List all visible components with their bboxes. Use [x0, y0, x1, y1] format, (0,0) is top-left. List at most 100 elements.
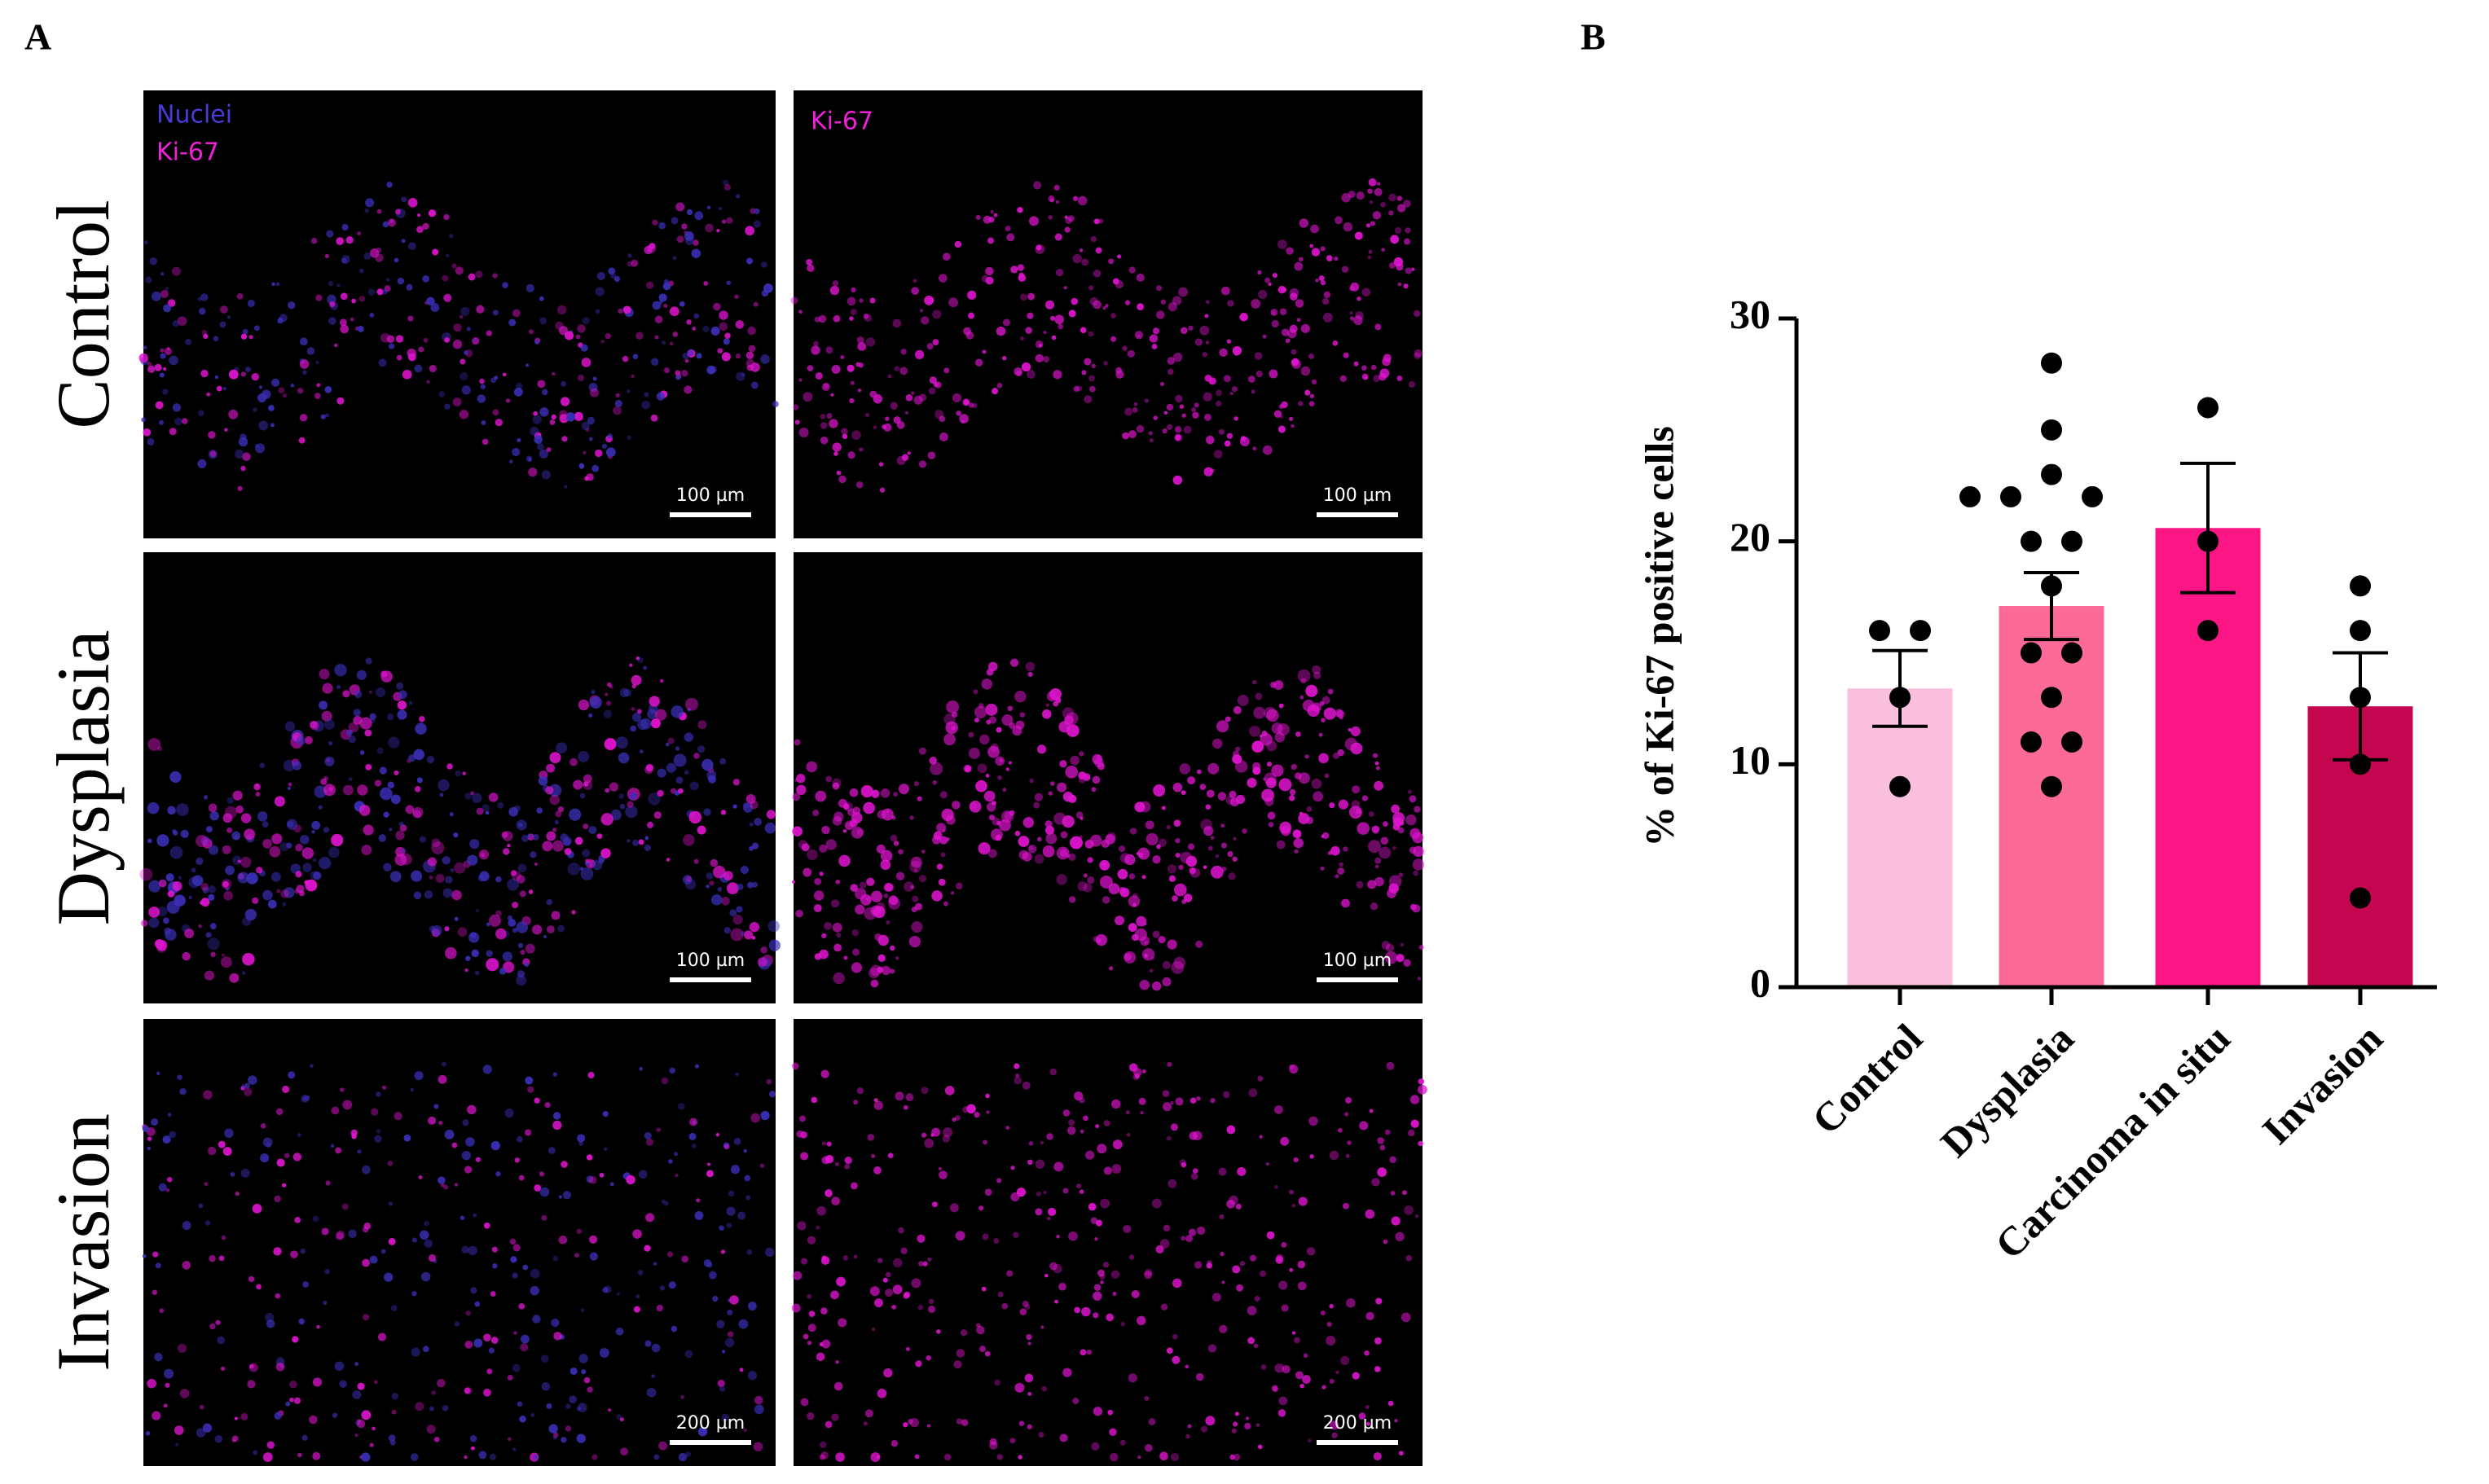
tissue-signal — [684, 732, 693, 742]
tissue-signal — [1018, 274, 1027, 282]
tissue-signal — [931, 890, 943, 902]
tissue-signal — [364, 208, 370, 213]
tissue-signal — [495, 910, 502, 917]
tissue-signal — [478, 850, 490, 860]
tissue-signal — [1322, 312, 1333, 323]
tissue-signal — [262, 389, 271, 399]
tissue-signal — [476, 305, 485, 314]
tissue-signal — [376, 747, 384, 754]
tissue-signal — [1414, 806, 1421, 813]
tissue-signal — [200, 293, 209, 301]
tissue-signal — [340, 324, 349, 334]
tissue-signal — [266, 1441, 275, 1449]
tissue-signal — [928, 387, 936, 395]
tissue-signal — [1042, 845, 1055, 858]
tissue-signal — [844, 1157, 852, 1165]
tissue-signal — [1234, 1412, 1239, 1416]
tissue-signal — [582, 849, 591, 858]
tissue-signal — [166, 347, 170, 351]
tissue-signal — [1210, 836, 1215, 840]
tissue-signal — [369, 248, 380, 258]
tissue-signal — [1265, 1162, 1269, 1166]
tissue-signal — [508, 318, 517, 327]
tissue-signal — [721, 896, 730, 906]
tissue-signal — [1231, 386, 1238, 393]
tissue-signal — [1174, 883, 1187, 897]
tissue-signal — [1329, 802, 1335, 809]
tissue-signal — [525, 943, 535, 954]
tissue-signal — [226, 315, 231, 319]
tissue-signal — [1280, 415, 1284, 419]
tissue-signal — [591, 859, 603, 871]
tissue-signal — [968, 731, 974, 738]
tissue-signal — [1115, 279, 1124, 289]
tissue-signal — [376, 288, 384, 296]
tissue-signal — [578, 1141, 583, 1146]
tissue-signal — [629, 663, 633, 667]
tissue-signal — [419, 836, 426, 843]
tissue-signal — [739, 1368, 744, 1372]
tissue-signal — [657, 789, 664, 797]
tissue-signal — [735, 194, 741, 199]
tissue-signal — [768, 939, 781, 951]
tissue-signal — [336, 397, 345, 405]
tissue-signal — [573, 779, 583, 790]
tissue-signal — [1167, 1061, 1172, 1067]
tissue-signal — [444, 403, 451, 410]
tissue-signal — [1115, 915, 1124, 926]
tissue-signal — [289, 1381, 297, 1389]
tissue-signal — [292, 761, 302, 771]
tissue-signal — [954, 240, 962, 248]
tissue-signal — [814, 877, 822, 885]
tissue-signal — [1319, 700, 1325, 706]
tissue-signal — [1195, 940, 1203, 948]
tissue-signal — [1352, 1372, 1360, 1380]
tissue-signal — [877, 1389, 887, 1398]
tissue-signal — [1403, 959, 1411, 967]
tissue-signal — [242, 452, 251, 462]
tissue-signal — [1008, 761, 1012, 765]
tissue-signal — [1304, 754, 1309, 759]
tissue-signal — [1072, 253, 1082, 264]
tissue-signal — [511, 871, 522, 881]
tissue-signal — [1045, 703, 1049, 707]
tissue-signal — [327, 294, 336, 305]
tissue-signal — [172, 266, 181, 276]
tissue-signal — [471, 949, 480, 958]
tissue-signal — [163, 304, 172, 313]
tissue-signal — [169, 428, 177, 436]
tissue-signal — [736, 371, 745, 381]
tissue-signal — [582, 317, 590, 325]
tissue-signal — [883, 1368, 893, 1378]
tissue-signal — [200, 898, 210, 907]
tissue-signal — [148, 917, 160, 929]
tissue-signal — [179, 1389, 190, 1398]
tissue-signal — [750, 381, 759, 389]
tissue-signal — [1036, 1191, 1042, 1196]
tissue-signal — [894, 366, 899, 371]
tissue-signal — [1212, 1293, 1221, 1302]
tissue-signal — [1175, 434, 1181, 441]
tissue-signal — [539, 1171, 544, 1177]
channel-label: Ki-67 — [811, 108, 873, 136]
tissue-signal — [900, 349, 907, 355]
tissue-signal — [945, 721, 958, 735]
tissue-signal — [1239, 437, 1250, 447]
tissue-signal — [952, 393, 962, 403]
tissue-signal — [752, 881, 759, 888]
tissue-signal — [1216, 389, 1222, 397]
tissue-signal — [220, 1366, 226, 1371]
tissue-signal — [707, 775, 717, 784]
tissue-signal — [984, 1350, 991, 1357]
tissue-signal — [265, 1312, 275, 1323]
tissue-signal — [919, 309, 924, 313]
tissue-signal — [993, 1237, 1000, 1245]
tissue-signal — [1053, 1161, 1064, 1172]
tissue-signal — [565, 412, 576, 422]
tissue-signal — [401, 196, 407, 203]
tissue-signal — [1298, 1196, 1308, 1206]
tissue-signal — [561, 380, 566, 387]
tissue-signal — [726, 280, 732, 286]
tissue-signal — [296, 885, 305, 893]
tissue-signal — [687, 349, 694, 357]
